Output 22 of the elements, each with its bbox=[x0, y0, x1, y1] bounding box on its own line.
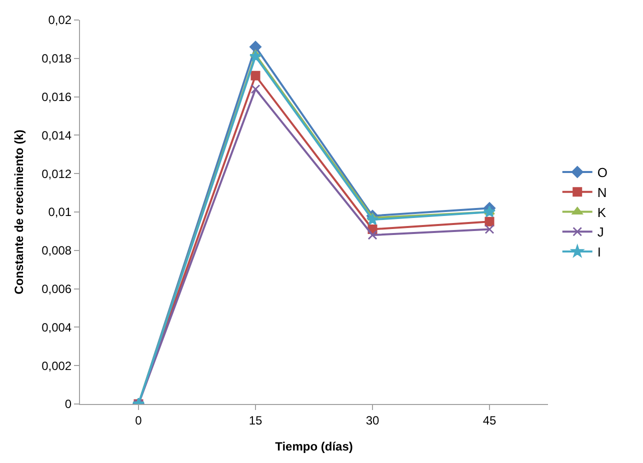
x-tick-label: 30 bbox=[366, 413, 380, 428]
legend-label: I bbox=[597, 244, 601, 260]
y-tick-label: 0,004 bbox=[42, 320, 72, 334]
y-tick-label: 0,008 bbox=[42, 244, 72, 258]
y-tick-label: 0,02 bbox=[48, 13, 72, 28]
y-tick-label: 0,006 bbox=[42, 282, 72, 296]
y-tick-label: 0,016 bbox=[42, 90, 72, 104]
y-tick-label: 0 bbox=[64, 397, 72, 412]
legend-label: O bbox=[597, 165, 608, 180]
y-tick-label: 0,014 bbox=[42, 128, 72, 142]
y-axis-title: Constante de crecimiento (k) bbox=[12, 130, 26, 294]
y-tick-label: 0,002 bbox=[42, 358, 72, 373]
x-tick-label: 45 bbox=[482, 413, 496, 428]
x-tick-label: 0 bbox=[135, 413, 142, 428]
legend-label: J bbox=[597, 224, 604, 240]
legend-label: N bbox=[597, 184, 607, 200]
x-axis-title: Tiempo (días) bbox=[275, 439, 353, 454]
y-tick-label: 0,012 bbox=[42, 166, 72, 181]
legend-label: K bbox=[597, 204, 606, 220]
x-tick-label: 15 bbox=[248, 413, 262, 428]
y-tick-label: 0,01 bbox=[48, 205, 72, 220]
y-tick-label: 0,018 bbox=[42, 52, 72, 66]
